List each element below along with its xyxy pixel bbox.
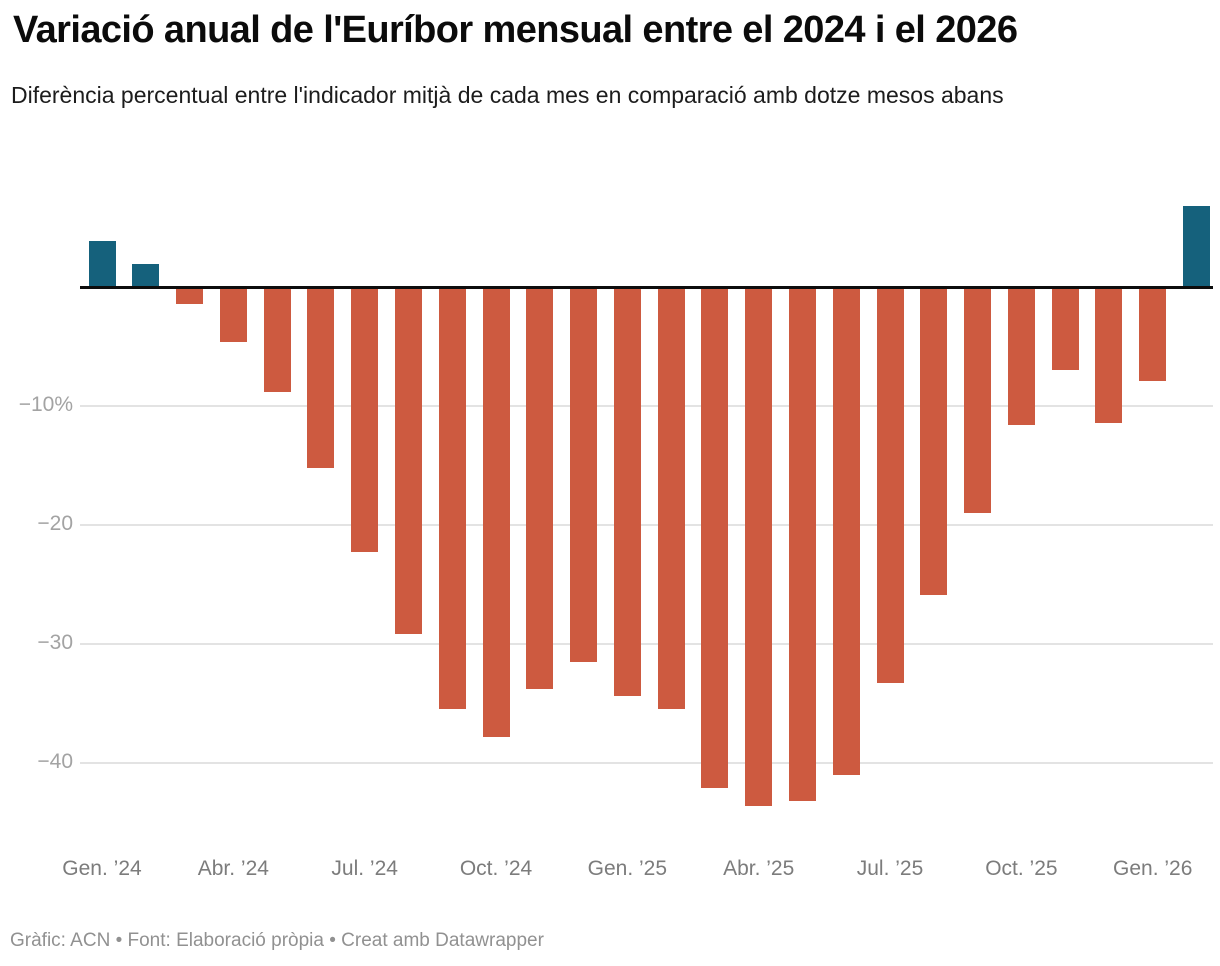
y-axis-label: −20 xyxy=(37,512,73,535)
x-axis-label: Gen. ’26 xyxy=(1113,857,1193,880)
bar-2025-06 xyxy=(832,287,860,775)
bar-2025-03 xyxy=(701,287,729,788)
gridline-y--20 xyxy=(80,524,1213,526)
x-axis-label: Gen. ’25 xyxy=(587,857,668,880)
bar-2024-03 xyxy=(176,287,204,304)
bar-2025-12 xyxy=(1095,287,1123,423)
bar-2025-04 xyxy=(745,287,773,806)
bar-2026-01 xyxy=(1139,287,1167,381)
bar-2024-04 xyxy=(219,287,247,342)
bar-2025-07 xyxy=(876,287,904,684)
x-axis-label: Jul. ’24 xyxy=(331,857,398,880)
bar-2024-01 xyxy=(88,240,116,287)
zero-axis-line xyxy=(80,285,1213,289)
x-axis-label: Gen. ’24 xyxy=(62,857,142,880)
bar-2024-06 xyxy=(307,287,335,468)
x-axis-label: Abr. ’24 xyxy=(197,857,269,880)
gridline-y--40 xyxy=(80,762,1213,764)
bar-2025-05 xyxy=(788,287,816,802)
bar-2025-09 xyxy=(964,287,992,514)
bar-2024-02 xyxy=(132,264,160,287)
y-axis-label: −40 xyxy=(37,750,73,773)
bar-2024-10 xyxy=(482,287,510,737)
x-axis-label: Jul. ’25 xyxy=(856,857,924,880)
bar-2025-02 xyxy=(657,287,685,710)
bar-2025-11 xyxy=(1051,287,1079,371)
bar-2024-11 xyxy=(526,287,554,690)
bar-2024-05 xyxy=(263,287,291,392)
gridline-y--30 xyxy=(80,643,1213,645)
gridline-y--10 xyxy=(80,405,1213,407)
bar-2024-09 xyxy=(438,287,466,710)
y-axis-label: −10% xyxy=(18,393,73,416)
bar-2024-08 xyxy=(394,287,422,635)
bar-2025-01 xyxy=(613,287,641,697)
bar-2025-10 xyxy=(1007,287,1035,426)
x-axis-label: Abr. ’25 xyxy=(723,857,795,880)
chart-title: Variació anual de l'Euríbor mensual entr… xyxy=(13,9,1018,51)
x-axis-label: Oct. ’25 xyxy=(985,857,1058,880)
chart-subtitle: Diferència percentual entre l'indicador … xyxy=(11,82,1004,108)
bar-2025-08 xyxy=(920,287,948,596)
bar-2026-02 xyxy=(1183,206,1210,287)
x-axis-label: Oct. ’24 xyxy=(459,857,533,880)
chart-footer-credits: Gràfic: ACN • Font: Elaboració pròpia • … xyxy=(10,930,544,951)
bar-2024-12 xyxy=(570,287,598,662)
bar-2024-07 xyxy=(351,287,379,553)
y-axis-label: −30 xyxy=(37,631,73,654)
